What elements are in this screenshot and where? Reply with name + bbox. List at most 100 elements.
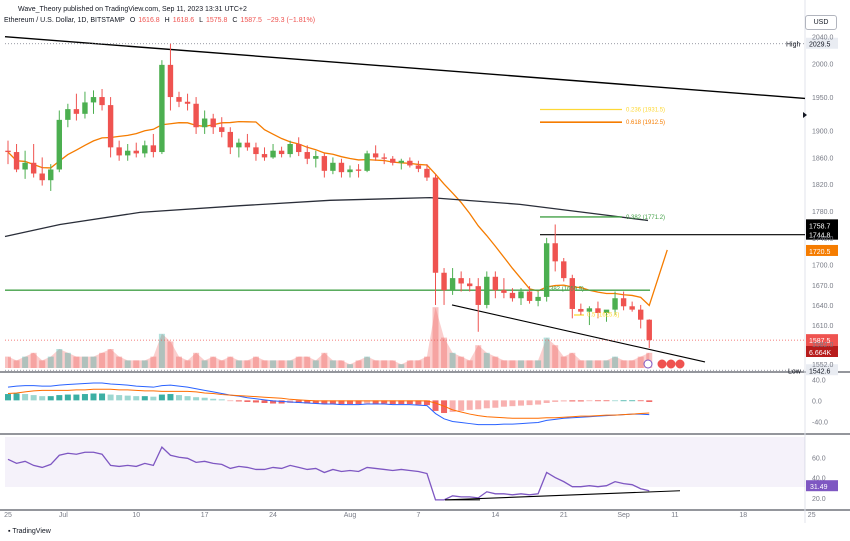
ohlc-o-label: O <box>129 17 136 24</box>
volume-tag: 6.664K <box>809 350 832 357</box>
macd-histogram-bar <box>321 400 328 405</box>
price-axis: 2040.0 2000.0 1950.0 1900.0 1860.0 1820.0 1780… <box>812 35 834 369</box>
candle-body <box>415 165 422 169</box>
volume-bar <box>594 360 601 368</box>
volume-bar <box>141 360 148 368</box>
volume-bar <box>158 333 165 368</box>
volume-bar <box>518 360 524 368</box>
volume-bar <box>227 356 234 368</box>
price-tick-label: 1780.0 <box>812 209 834 216</box>
candle-body <box>159 64 165 153</box>
volume-bar <box>629 360 636 368</box>
volume-bar <box>261 360 268 368</box>
candle-body <box>492 276 499 291</box>
event-icon <box>666 359 676 369</box>
symbol-name: Ethereum / U.S. Dollar, 1D, BITSTAMP <box>4 17 125 24</box>
price-tick-label: 1582.0 <box>812 342 834 349</box>
candle-body <box>569 278 575 309</box>
candle-body <box>287 144 293 155</box>
logo-text: TradingView <box>12 528 51 535</box>
volume-bar <box>381 360 388 368</box>
candle-body <box>261 154 268 158</box>
candle-body <box>612 298 618 310</box>
candle-body <box>543 243 550 297</box>
candle-body <box>552 243 558 262</box>
signal-line <box>7 388 650 419</box>
event-icon <box>657 359 667 369</box>
annotations: 0.236 (1931.5) 0.618 (1912.5) 0.382 (1771.… <box>545 37 838 376</box>
macd-histogram-bar <box>423 400 430 406</box>
x-tick-label: 14 <box>491 512 499 519</box>
lower-trend-line <box>451 304 706 363</box>
macd-tick-label: 0.0 <box>812 398 822 405</box>
macd-histogram-bar <box>552 400 559 402</box>
candle-body <box>578 308 584 312</box>
volume-bar <box>184 360 191 368</box>
fib-0618-label: 0.618 (1912.5) <box>626 120 665 126</box>
macd-histogram-bar <box>107 394 114 401</box>
fib-0382b-label: 0.382 (1659.9) <box>545 287 584 293</box>
x-tick-label: 7 <box>416 512 420 519</box>
macd-histogram-bar <box>270 400 277 404</box>
volume-bar <box>73 356 80 368</box>
currency-button[interactable]: USD <box>805 15 837 30</box>
candle-body <box>116 147 122 156</box>
ohlc-l-label: L <box>199 17 203 24</box>
x-axis: 25 Jul 10 17 24 Aug 7 14 21 Sep 11 18 25 <box>4 512 816 519</box>
macd-histogram-bar <box>347 400 353 405</box>
price-tick-label: 1860.0 <box>812 155 834 162</box>
candle-body <box>125 150 131 156</box>
price-tick-label: 2000.0 <box>812 62 834 69</box>
volume-bar <box>526 360 533 368</box>
volume-bar <box>193 352 200 368</box>
event-icon <box>643 359 653 369</box>
volume-bar <box>321 352 328 368</box>
candle-body <box>355 169 362 171</box>
macd-histogram-bar <box>116 395 123 401</box>
candle-body <box>330 162 336 171</box>
price-tick-label: 1670.0 <box>812 283 834 290</box>
x-tick-label: 25 <box>808 512 816 519</box>
volume-bars <box>5 307 653 368</box>
rsi-tick-label: 60.0 <box>812 455 826 462</box>
candle-body <box>304 152 310 159</box>
candle-body <box>142 145 148 154</box>
macd-histogram-bar <box>466 400 473 410</box>
volume-bar <box>500 360 507 368</box>
macd-histogram-bar <box>56 395 63 401</box>
candle-body <box>184 101 191 104</box>
candle-body <box>372 153 379 158</box>
macd-histogram-bar <box>184 396 191 401</box>
price-tick-label: 1552.0 <box>812 362 834 369</box>
volume-bar <box>30 352 37 368</box>
macd-histogram-bar <box>22 394 29 401</box>
macd-histogram-bar <box>535 400 542 405</box>
candle-body <box>526 291 533 301</box>
volume-bar <box>406 360 413 368</box>
rsi-value-bg <box>806 480 838 492</box>
volume-bar <box>398 364 405 368</box>
volume-bar <box>483 352 490 368</box>
volume-bar <box>278 360 285 368</box>
macd-histogram-bar <box>176 395 182 401</box>
volume-bar <box>612 356 619 368</box>
candle-body <box>475 286 481 305</box>
fib-0382-label: 0.382 (1771.2) <box>626 215 665 221</box>
candle-body <box>441 272 447 291</box>
macd-histogram-bar <box>124 395 131 401</box>
macd-line <box>7 382 650 426</box>
low-tag: Low <box>788 368 802 375</box>
candle-body <box>73 109 80 114</box>
volume-bar <box>167 341 174 368</box>
downtrend-line <box>4 36 806 100</box>
macd-histogram-bar <box>398 400 405 405</box>
volume-bar <box>39 360 46 368</box>
macd-histogram-bar <box>526 400 533 406</box>
candles <box>5 43 652 348</box>
rsi-tick-label: 20.0 <box>812 496 826 503</box>
macd-histogram-bar <box>381 400 388 404</box>
candle-body <box>236 142 242 148</box>
candle-body <box>398 160 404 163</box>
ohlc-change: −29.3 (−1.81%) <box>266 17 316 24</box>
